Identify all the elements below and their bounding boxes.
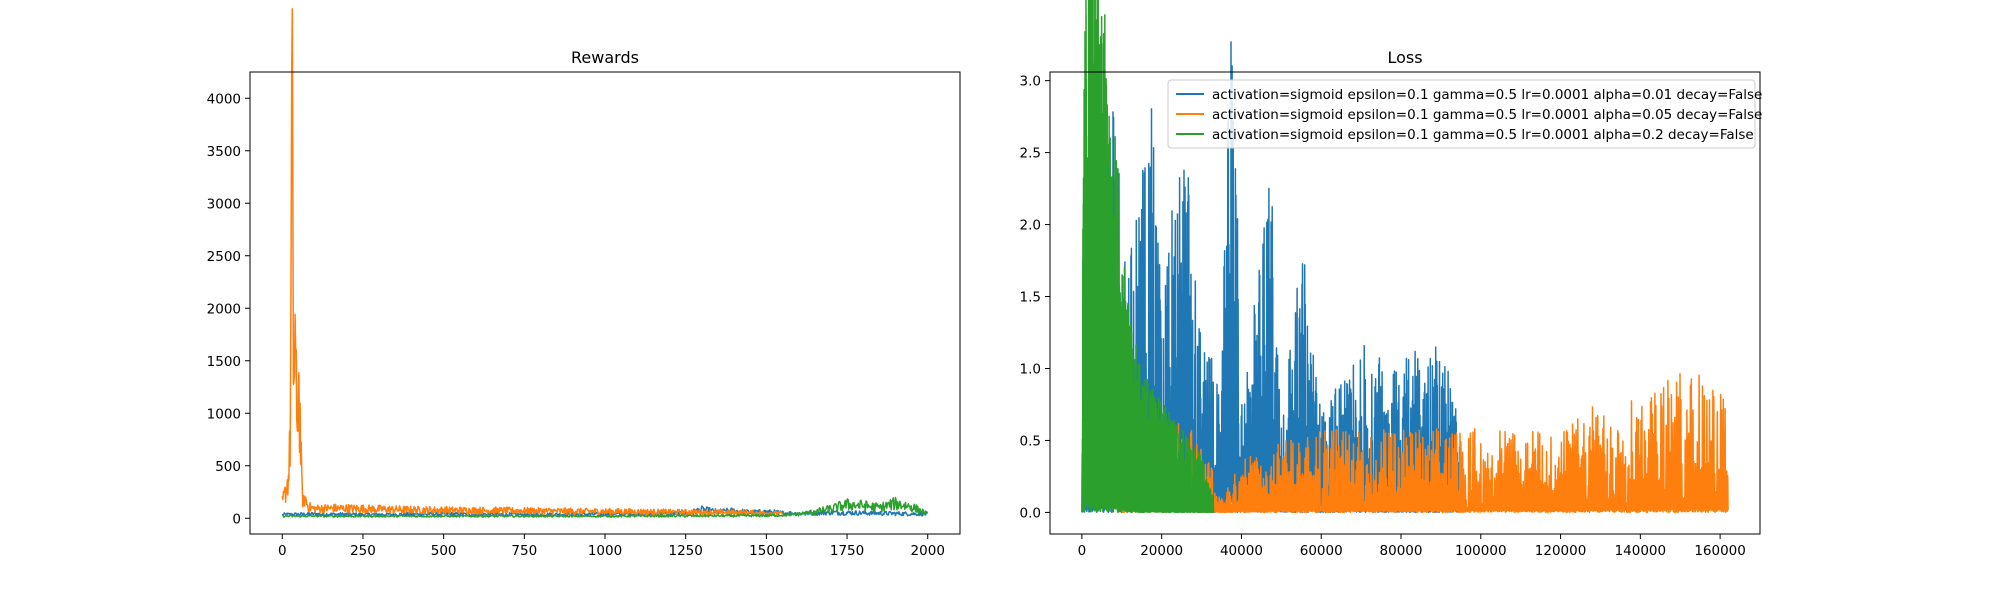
x-tick-label-8: 2000 [911, 543, 945, 559]
legend-box [1167, 79, 1756, 149]
loss-title: Loss [1387, 48, 1422, 67]
x-tick-label-2: 40000 [1220, 543, 1263, 559]
x-tick-label-6: 1500 [749, 543, 783, 559]
x-tick-label-4: 1000 [588, 543, 622, 559]
x-tick-label-4: 80000 [1380, 543, 1423, 559]
x-tick-label-7: 140000 [1615, 543, 1667, 559]
y-tick-label-2: 1000 [207, 406, 241, 422]
loss-series-line-2 [1081, 0, 1215, 514]
y-tick-label-0: 0.0 [1020, 505, 1041, 521]
x-tick-label-0: 0 [1078, 543, 1087, 559]
rewards-panel: Rewards 0 250 500 750 1000 1250 1500 1750 2000 0 5… [207, 8, 961, 559]
legend-label-alpha-0.05: activation=sigmoid epsilon=0.1 gamma=0.5… [1212, 107, 1762, 123]
y-tick-label-4: 2.0 [1020, 218, 1041, 234]
loss-plot-area [1081, 0, 1729, 514]
rewards-title: Rewards [571, 48, 639, 67]
rewards-series-line-1 [281, 8, 784, 517]
x-tick-label-3: 750 [511, 543, 537, 559]
legend-label-alpha-0.01: activation=sigmoid epsilon=0.1 gamma=0.5… [1212, 87, 1762, 103]
x-tick-label-6: 120000 [1535, 543, 1587, 559]
y-tick-label-2: 1.0 [1020, 361, 1041, 377]
x-tick-label-8: 160000 [1694, 543, 1746, 559]
loss-panel: Loss activation=sigmoid epsilon=0.1 gamm… [1020, 0, 1762, 559]
y-tick-label-8: 4000 [207, 91, 241, 107]
x-tick-label-5: 1250 [669, 543, 703, 559]
y-tick-label-4: 2000 [207, 301, 241, 317]
x-tick-label-1: 20000 [1140, 543, 1183, 559]
loss-axes-frame [1049, 71, 1761, 535]
loss-legend: activation=sigmoid epsilon=0.1 gamma=0.5… [1167, 79, 1762, 149]
y-tick-label-7: 3500 [207, 144, 241, 160]
y-tick-label-3: 1.5 [1020, 290, 1041, 306]
rewards-series-line-2 [282, 496, 928, 518]
y-tick-label-1: 500 [215, 459, 241, 475]
y-tick-label-5: 2.5 [1020, 146, 1041, 162]
loss-series-line-1 [1121, 372, 1729, 514]
y-tick-label-6: 3.0 [1020, 74, 1041, 90]
legend-label-alpha-0.2: activation=sigmoid epsilon=0.1 gamma=0.5… [1212, 127, 1754, 143]
x-tick-label-5: 100000 [1455, 543, 1507, 559]
x-tick-label-2: 500 [431, 543, 457, 559]
y-tick-label-1: 0.5 [1020, 433, 1041, 449]
x-tick-label-0: 0 [278, 543, 287, 559]
y-tick-label-5: 2500 [207, 249, 241, 265]
x-tick-label-1: 250 [350, 543, 376, 559]
x-tick-label-3: 60000 [1300, 543, 1343, 559]
y-tick-label-6: 3000 [207, 196, 241, 212]
y-tick-label-3: 1500 [207, 354, 241, 370]
rewards-plot-area [281, 8, 929, 518]
x-tick-label-7: 1750 [830, 543, 864, 559]
y-tick-label-0: 0 [232, 511, 241, 527]
